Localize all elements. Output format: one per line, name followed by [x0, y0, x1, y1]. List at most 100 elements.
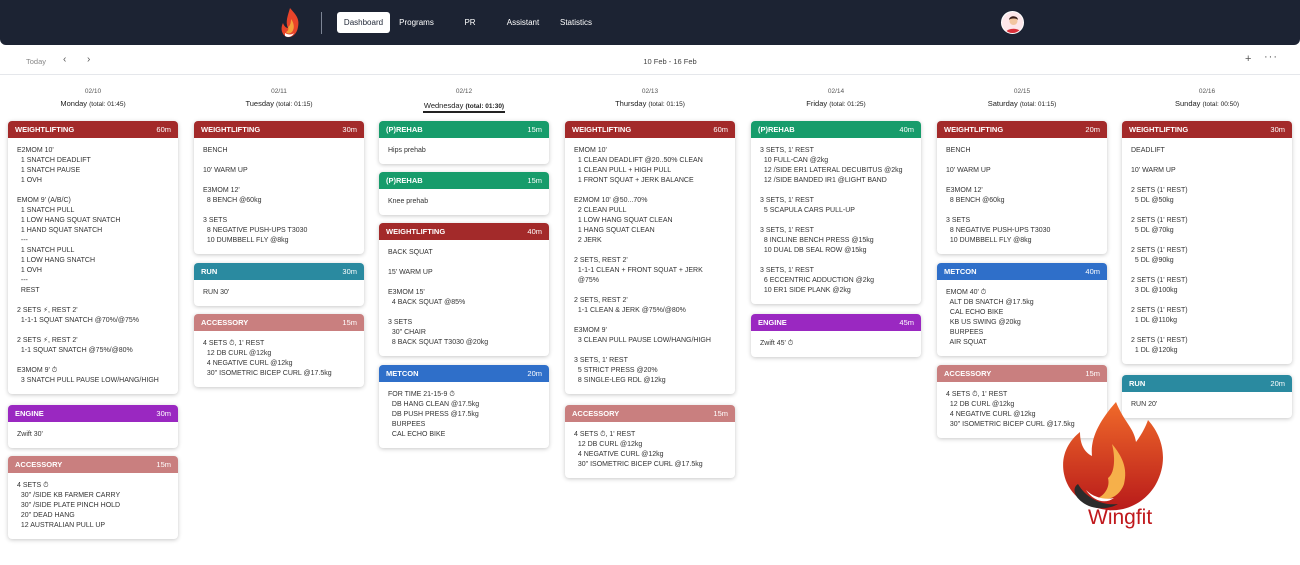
- card-title: ACCESSORY: [201, 318, 249, 327]
- card-title: (P)REHAB: [386, 176, 423, 185]
- card-header: (P)REHAB 15m: [379, 121, 549, 138]
- workout-card[interactable]: RUN 30m RUN 30': [194, 263, 364, 306]
- workout-card[interactable]: ENGINE 45m Zwift 45' ⏱: [751, 314, 921, 357]
- day-date: 02/10: [84, 88, 102, 95]
- workout-card[interactable]: ACCESSORY 15m 4 SETS ⏱, 1' REST 12 DB CURL…: [937, 365, 1107, 438]
- card-duration: 40m: [899, 125, 914, 134]
- card-body: 4 SETS ⏱, 1' REST 12 DB CURL @12kg 4 NEG…: [203, 340, 332, 377]
- day-total: (total: 01:15): [1019, 101, 1057, 108]
- card-body: 4 SETS ⏱, 1' REST 12 DB CURL @12kg 4 NEG…: [574, 431, 703, 468]
- day-date: 02/11: [271, 88, 287, 95]
- day-date: 02/14: [827, 88, 845, 95]
- workout-card[interactable]: ENGINE 30m Zwift 30': [8, 405, 178, 448]
- workout-card[interactable]: ACCESSORY 15m 4 SETS ⏱ 30" /SIDE KB FARMER…: [8, 456, 178, 539]
- card-duration: 30m: [342, 267, 357, 276]
- card-body: DEADLIFT 10' WARM UP 2 SETS (1' REST) 5 …: [1131, 147, 1188, 354]
- card-title: ACCESSORY: [572, 409, 620, 418]
- card-title: RUN: [1129, 379, 1146, 388]
- workout-card[interactable]: ACCESSORY 15m 4 SETS ⏱, 1' REST 12 DB CURL…: [565, 405, 735, 478]
- more-options-icon[interactable]: ···: [1264, 51, 1278, 63]
- card-header: RUN 30m: [194, 263, 364, 280]
- card-duration: 15m: [713, 409, 728, 418]
- card-duration: 30m: [156, 409, 171, 418]
- workout-card[interactable]: WEIGHTLIFTING 30m DEADLIFT 10' WARM UP 2 S…: [1122, 121, 1292, 364]
- card-title: METCON: [944, 267, 977, 276]
- nav-statistics[interactable]: Statistics: [559, 18, 592, 27]
- card-duration: 15m: [527, 176, 542, 185]
- card-header: (P)REHAB 40m: [751, 121, 921, 138]
- workout-card[interactable]: METCON 20m FOR TIME 21-15-9 ⏱ DB HANG CLEA…: [379, 365, 549, 448]
- card-title: WEIGHTLIFTING: [1129, 125, 1189, 134]
- nav-assistant[interactable]: Assistant: [506, 18, 540, 27]
- workout-card[interactable]: (P)REHAB 40m 3 SETS, 1' REST 10 FULL-CAN @…: [751, 121, 921, 304]
- nav-pr[interactable]: PR: [464, 18, 476, 27]
- card-body: Zwift 45' ⏱: [760, 340, 794, 347]
- card-body: 4 SETS ⏱, 1' REST 12 DB CURL @12kg 4 NEG…: [946, 391, 1075, 428]
- wingfit-flame-logo-icon: [1063, 402, 1163, 511]
- user-avatar[interactable]: [1001, 11, 1024, 34]
- card-title: (P)REHAB: [758, 125, 795, 134]
- workout-card[interactable]: WEIGHTLIFTING 60m EMOM 10' 1 CLEAN DEADLIF…: [565, 121, 735, 394]
- workout-card[interactable]: (P)REHAB 15m Knee prehab: [379, 172, 549, 215]
- card-body: BENCH 10' WARM UP E3MOM 12' 8 BENCH @60k…: [946, 147, 1051, 244]
- workout-card[interactable]: ACCESSORY 15m 4 SETS ⏱, 1' REST 12 DB CURL…: [194, 314, 364, 387]
- card-duration: 45m: [899, 318, 914, 327]
- workout-card[interactable]: WEIGHTLIFTING 60m E2MOM 10' 1 SNATCH DEADL…: [8, 121, 178, 394]
- day-total: (total: 00:50): [1202, 101, 1240, 108]
- wingfit-logo-icon[interactable]: [279, 7, 301, 39]
- day-date: 02/12: [455, 88, 473, 95]
- add-icon[interactable]: +: [1245, 53, 1252, 65]
- day-header-sunday: 02/16 Sunday (total: 00:50): [1122, 88, 1292, 108]
- card-body: EMOM 40' ⏱ ALT DB SNATCH @17.5kg CAL ECH…: [946, 289, 1034, 346]
- card-duration: 40m: [1085, 267, 1100, 276]
- card-body: 3 SETS, 1' REST 10 FULL-CAN @2kg 12 /SID…: [760, 147, 903, 294]
- card-body: 4 SETS ⏱ 30" /SIDE KB FARMER CARRY 30" /…: [17, 482, 121, 529]
- day-total: (total: 01:30): [465, 103, 505, 110]
- card-duration: 20m: [1085, 125, 1100, 134]
- card-header: RUN 20m: [1122, 375, 1292, 392]
- card-title: WEIGHTLIFTING: [572, 125, 632, 134]
- card-body: FOR TIME 21-15-9 ⏱ DB HANG CLEAN @17.5kg…: [388, 391, 480, 438]
- top-navbar: Dashboard Programs PR Assistant Statisti…: [0, 0, 1300, 45]
- card-header: ACCESSORY 15m: [565, 405, 735, 422]
- day-total: (total: 01:25): [829, 101, 866, 108]
- card-title: ENGINE: [758, 318, 787, 327]
- card-header: WEIGHTLIFTING 20m: [937, 121, 1107, 138]
- day-total: (total: 01:15): [276, 101, 313, 108]
- prev-week-icon[interactable]: ‹: [63, 54, 67, 65]
- day-total: (total: 01:45): [89, 101, 126, 108]
- today-button[interactable]: Today: [26, 57, 47, 66]
- day-name: Sunday: [1174, 99, 1201, 108]
- card-header: ENGINE 30m: [8, 405, 178, 422]
- nav-dashboard[interactable]: Dashboard: [337, 12, 390, 33]
- card-title: RUN: [201, 267, 218, 276]
- card-header: WEIGHTLIFTING 40m: [379, 223, 549, 240]
- card-title: ENGINE: [15, 409, 44, 418]
- workout-card[interactable]: WEIGHTLIFTING 30m BENCH 10' WARM UP E3MOM …: [194, 121, 364, 254]
- card-duration: 15m: [1085, 369, 1100, 378]
- day-name: Monday: [60, 99, 88, 108]
- card-title: ACCESSORY: [15, 460, 63, 469]
- day-header-friday: 02/14 Friday (total: 01:25): [751, 88, 921, 108]
- workout-card[interactable]: WEIGHTLIFTING 20m BENCH 10' WARM UP E3MOM …: [937, 121, 1107, 254]
- card-body: EMOM 10' 1 CLEAN DEADLIFT @20..50% CLEAN…: [574, 147, 711, 384]
- workout-card[interactable]: METCON 40m EMOM 40' ⏱ ALT DB SNATCH @17.5k…: [937, 263, 1107, 356]
- week-range: 10 Feb - 16 Feb: [643, 57, 697, 66]
- card-title: WEIGHTLIFTING: [201, 125, 261, 134]
- card-duration: 40m: [527, 227, 542, 236]
- day-header-tuesday: 02/11 Tuesday (total: 01:15): [194, 88, 364, 108]
- nav-programs[interactable]: Programs: [399, 18, 434, 27]
- day-header-monday: 02/10 Monday (total: 01:45): [8, 88, 178, 108]
- next-week-icon[interactable]: ›: [87, 54, 91, 65]
- card-header: ENGINE 45m: [751, 314, 921, 331]
- card-body: BENCH 10' WARM UP E3MOM 12' 8 BENCH @60k…: [203, 147, 308, 244]
- card-header: METCON 40m: [937, 263, 1107, 280]
- workout-card[interactable]: RUN 20m RUN 20': [1122, 375, 1292, 418]
- workout-card[interactable]: (P)REHAB 15m Hips prehab: [379, 121, 549, 164]
- nav-divider: [321, 12, 322, 34]
- card-header: WEIGHTLIFTING 30m: [1122, 121, 1292, 138]
- day-name: Wednesday: [423, 101, 464, 110]
- card-header: WEIGHTLIFTING 60m: [8, 121, 178, 138]
- workout-card[interactable]: WEIGHTLIFTING 40m BACK SQUAT 15' WARM UP E…: [379, 223, 549, 356]
- brand-wordmark: Wingfit: [1088, 506, 1153, 529]
